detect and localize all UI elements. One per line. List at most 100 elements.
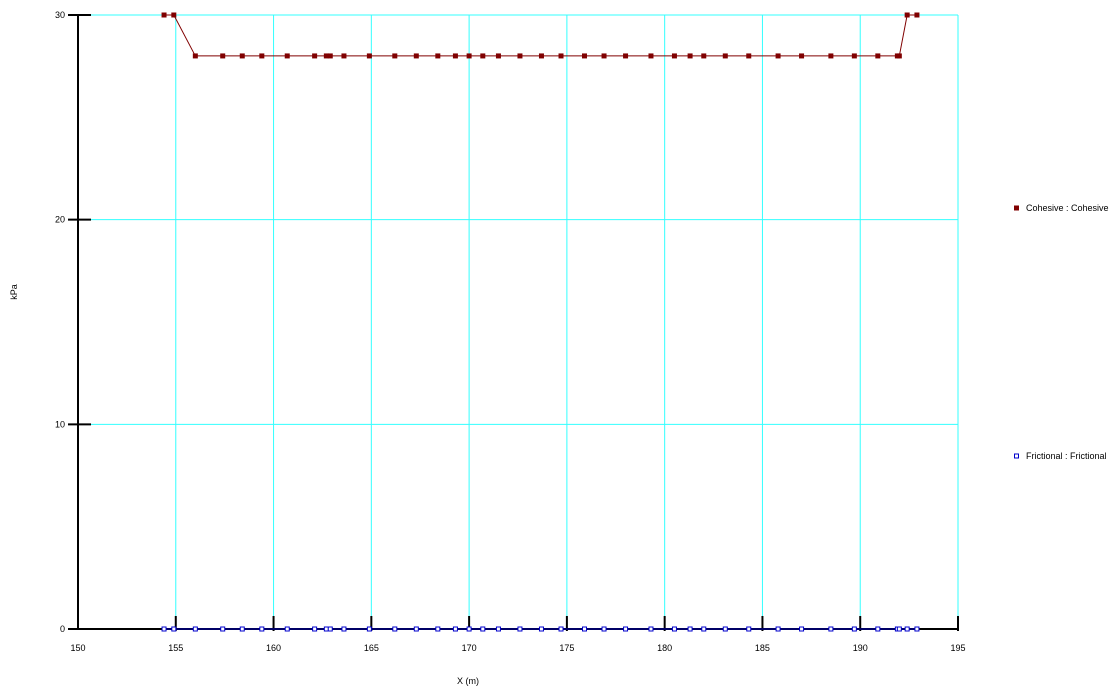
- data-point: [775, 53, 781, 59]
- legend-item: Frictional : Frictional: [1014, 451, 1107, 461]
- legend-label: Frictional : Frictional: [1026, 451, 1107, 461]
- data-point: [171, 626, 177, 632]
- data-point: [875, 53, 881, 59]
- data-point: [799, 626, 805, 632]
- data-point: [312, 626, 318, 632]
- data-point: [701, 626, 707, 632]
- data-point: [192, 53, 198, 59]
- tick-labels: 150 155 160 165 170 175 180 185 190 195 0 10 20 30: [55, 10, 966, 653]
- data-point: [323, 626, 329, 632]
- y-tick-label: 10: [55, 419, 65, 429]
- y-tick-label: 20: [55, 215, 65, 225]
- data-point: [366, 626, 372, 632]
- axes: [68, 14, 959, 631]
- data-point: [495, 626, 501, 632]
- series-2: [161, 626, 920, 632]
- data-point: [601, 53, 607, 59]
- data-point: [435, 53, 441, 59]
- data-point: [687, 53, 693, 59]
- data-point: [914, 12, 920, 18]
- data-point: [161, 12, 167, 18]
- data-point: [701, 53, 707, 59]
- grid: [78, 14, 959, 629]
- x-tick-label: 155: [168, 643, 183, 653]
- data-point: [775, 626, 781, 632]
- data-point: [904, 626, 910, 632]
- data-point: [452, 626, 458, 632]
- data-point: [341, 626, 347, 632]
- data-point: [495, 53, 501, 59]
- data-point: [558, 53, 564, 59]
- data-point: [366, 53, 372, 59]
- x-tick-label: 150: [70, 643, 85, 653]
- data-point: [746, 53, 752, 59]
- series-1: [161, 12, 920, 59]
- x-tick-label: 175: [559, 643, 574, 653]
- data-point: [413, 53, 419, 59]
- series-layer: [161, 12, 920, 632]
- legend-label: Cohesive : Cohesive: [1026, 203, 1109, 213]
- data-point: [327, 53, 333, 59]
- x-tick-label: 170: [462, 643, 477, 653]
- data-point: [828, 53, 834, 59]
- data-point: [480, 626, 486, 632]
- data-point: [480, 53, 486, 59]
- data-point: [327, 626, 333, 632]
- x-axis-title: X (m): [457, 676, 479, 686]
- data-point: [466, 53, 472, 59]
- data-point: [466, 626, 472, 632]
- legend: Cohesive : Cohesive Frictional : Friction…: [1014, 203, 1109, 461]
- data-point: [896, 53, 902, 59]
- data-point: [581, 53, 587, 59]
- x-tick-label: 195: [950, 643, 965, 653]
- data-point: [538, 626, 544, 632]
- data-point: [239, 53, 245, 59]
- legend-marker: [1014, 205, 1019, 211]
- data-point: [914, 626, 920, 632]
- y-axis-title: kPa: [9, 284, 19, 300]
- x-tick-label: 165: [364, 643, 379, 653]
- data-point: [517, 53, 523, 59]
- data-point: [239, 626, 245, 632]
- legend-item: Cohesive : Cohesive: [1014, 203, 1109, 213]
- data-point: [671, 626, 677, 632]
- data-point: [392, 53, 398, 59]
- x-tick-label: 190: [853, 643, 868, 653]
- x-tick-label: 180: [657, 643, 672, 653]
- data-point: [896, 626, 902, 632]
- data-point: [259, 626, 265, 632]
- data-point: [161, 626, 167, 632]
- data-point: [581, 626, 587, 632]
- y-tick-label: 30: [55, 10, 65, 20]
- data-point: [648, 53, 654, 59]
- data-point: [392, 626, 398, 632]
- x-tick-label: 160: [266, 643, 281, 653]
- x-tick-label: 185: [755, 643, 770, 653]
- data-point: [799, 53, 805, 59]
- data-point: [192, 626, 198, 632]
- data-point: [601, 626, 607, 632]
- data-point: [558, 626, 564, 632]
- data-point: [312, 53, 318, 59]
- data-point: [435, 626, 441, 632]
- data-point: [623, 53, 629, 59]
- data-point: [671, 53, 677, 59]
- legend-marker: [1014, 453, 1019, 459]
- data-point: [452, 53, 458, 59]
- data-point: [904, 12, 910, 18]
- data-point: [875, 626, 881, 632]
- data-point: [517, 626, 523, 632]
- data-point: [851, 53, 857, 59]
- data-point: [323, 53, 329, 59]
- data-point: [722, 53, 728, 59]
- data-point: [538, 53, 544, 59]
- data-point: [828, 626, 834, 632]
- data-point: [284, 626, 290, 632]
- y-tick-label: 0: [60, 624, 65, 634]
- data-point: [171, 12, 177, 18]
- data-point: [220, 53, 226, 59]
- data-point: [746, 626, 752, 632]
- data-point: [648, 626, 654, 632]
- data-point: [341, 53, 347, 59]
